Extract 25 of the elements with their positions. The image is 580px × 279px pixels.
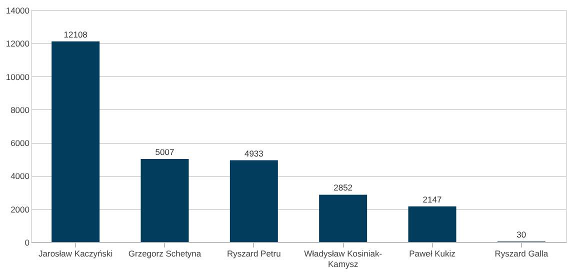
bar [319,194,368,242]
x-tick-label: Jarosław Kaczyński [38,248,113,258]
y-tick-label: 8000 [10,104,30,115]
bar [230,160,278,242]
data-label: 30 [516,230,526,240]
x-tick-label: Władysław Kosiniak-Kamysz [304,248,382,269]
bar [140,159,189,242]
data-label: 5007 [155,147,174,158]
x-tick-label: Paweł Kukiz [409,248,456,258]
data-label: 4933 [244,148,264,158]
y-tick-label: 12000 [6,38,30,49]
y-tick-label: 10000 [6,72,30,82]
x-tick-label: Ryszard Petru [226,248,282,258]
y-tick-label: 0 [24,238,30,248]
data-label: 2147 [422,194,442,204]
y-tick-label: 14000 [6,6,30,16]
y-tick-label: 2000 [10,204,30,214]
x-tick-label: Grzegorz Schetyna [128,248,202,258]
y-tick-label: 6000 [10,138,30,148]
bar [408,206,456,242]
y-tick-label: 4000 [10,171,30,182]
data-label: 2852 [334,182,353,193]
data-label: 12108 [64,29,88,40]
x-tick-label: Ryszard Galla [494,248,548,258]
bar [52,41,100,242]
